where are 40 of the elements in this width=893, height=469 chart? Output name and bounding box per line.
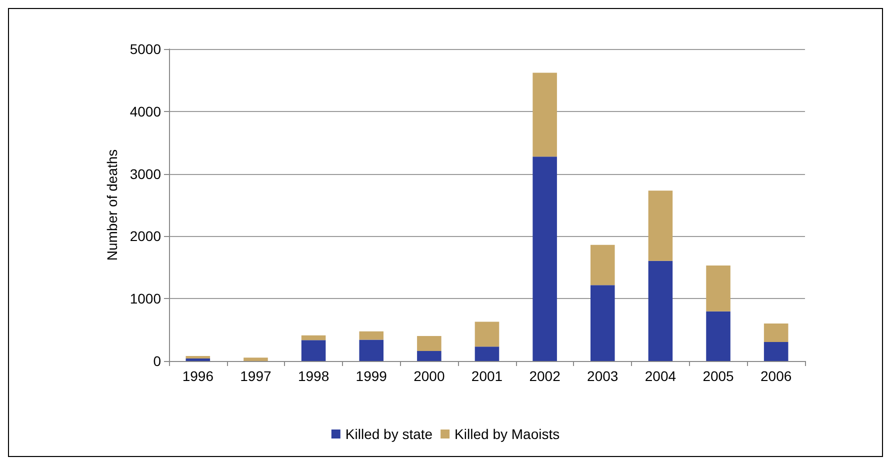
y-tick-label: 5000	[130, 41, 162, 57]
bar	[359, 340, 384, 361]
bar	[764, 324, 788, 342]
bar	[417, 351, 442, 361]
bar	[648, 190, 673, 261]
bar	[706, 266, 730, 312]
bar	[301, 340, 326, 361]
legend-label: Killed by state	[345, 426, 433, 442]
bar	[474, 346, 500, 361]
y-tick-label: 0	[153, 353, 162, 369]
bar	[532, 156, 557, 361]
bar	[532, 72, 557, 157]
bar	[590, 244, 615, 286]
x-tick-label: 2003	[587, 368, 618, 384]
x-tick-label: 2000	[414, 368, 445, 384]
bar	[764, 342, 788, 361]
y-tick-label: 1000	[130, 290, 162, 307]
bar	[648, 260, 673, 361]
y-tick-label: 3000	[130, 166, 162, 182]
x-tick-label: 1996	[182, 368, 214, 384]
legend-label: Killed by Maoists	[454, 426, 560, 442]
y-tick-label: 2000	[130, 228, 162, 244]
bar	[244, 358, 268, 361]
x-tick-label: 2004	[644, 368, 676, 384]
bar	[417, 336, 442, 352]
x-tick-label: 1999	[356, 368, 388, 384]
bar	[706, 311, 730, 361]
y-tick-label: 4000	[130, 103, 162, 120]
x-tick-label: 1998	[298, 368, 330, 384]
bar	[474, 322, 500, 347]
y-axis-title: Number of deaths	[104, 149, 120, 261]
x-tick-label: 2005	[702, 368, 734, 384]
x-tick-label: 2006	[760, 368, 792, 384]
bar	[301, 335, 326, 340]
x-tick-label: 2002	[529, 368, 561, 384]
bar	[186, 356, 210, 359]
x-tick-label: 2001	[471, 368, 503, 384]
bar	[590, 285, 615, 361]
x-tick-label: 1997	[240, 368, 272, 384]
bar	[359, 331, 384, 340]
